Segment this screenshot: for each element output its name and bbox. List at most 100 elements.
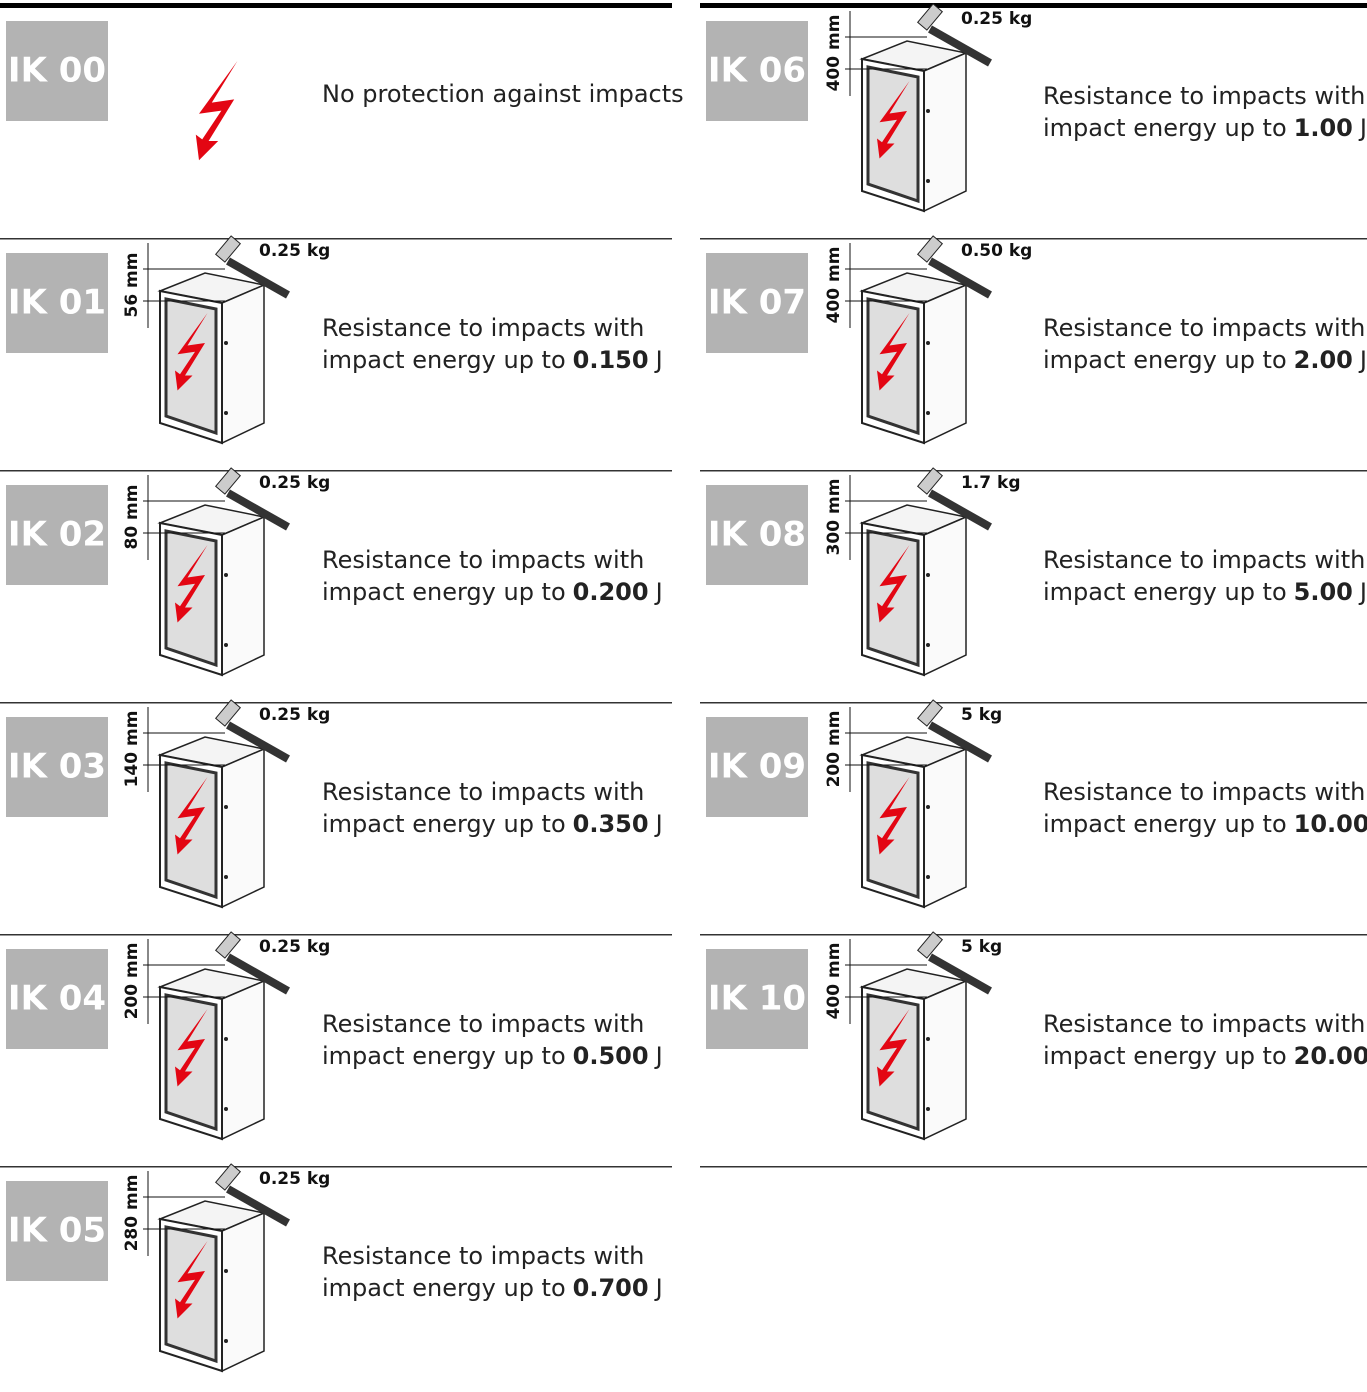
hazard-bolt: [175, 1009, 208, 1087]
hammer-handle: [928, 953, 992, 995]
hammer-handle: [928, 489, 992, 531]
description-part: J: [1358, 578, 1367, 606]
code-box: [6, 485, 108, 585]
hazard-bolt: [175, 313, 208, 391]
description-part: J: [654, 346, 663, 374]
drop-height: 400 mm: [824, 247, 844, 324]
description-part: impact energy up to: [322, 1274, 566, 1302]
description: impact energy up to 0.700 J: [322, 1274, 663, 1302]
cabinet-glass: [866, 529, 920, 668]
description-part: impact energy up to: [1043, 810, 1287, 838]
hazard-bolt: [175, 545, 208, 623]
description-part: J: [654, 810, 663, 838]
description-part: 0.200: [573, 578, 649, 606]
description: Resistance to impacts with: [322, 1010, 644, 1038]
code-box: [6, 1181, 108, 1281]
hinge: [224, 411, 228, 415]
hammer-handle: [928, 257, 992, 299]
hinge: [224, 341, 228, 345]
drop-height: 300 mm: [824, 479, 844, 556]
description-part: 1.00: [1294, 114, 1353, 142]
description: impact energy up to 0.500 J: [322, 1042, 663, 1070]
row-rule: [0, 934, 672, 936]
hinge: [224, 1339, 228, 1343]
hazard-bolt: [877, 313, 910, 391]
code-box: [6, 949, 108, 1049]
code-box: [706, 717, 808, 817]
description-part: 5.00: [1294, 578, 1353, 606]
hammer-mass: 0.25 kg: [259, 705, 330, 725]
description-part: impact energy up to: [322, 578, 566, 606]
hammer-mass: 0.25 kg: [259, 241, 330, 261]
cabinet-glass: [164, 297, 218, 436]
hammer-mass: 5 kg: [961, 937, 1002, 957]
description: No protection against impacts: [322, 80, 684, 108]
cabinet-glass: [866, 993, 920, 1132]
hammer-handle: [226, 721, 290, 763]
top-rule: [700, 3, 1367, 8]
code-box: [6, 21, 108, 121]
description-part: J: [1358, 114, 1367, 142]
description: Resistance to impacts with: [322, 546, 644, 574]
cabinet-side: [923, 979, 967, 1141]
hammer-handle: [928, 721, 992, 763]
code: IK 03: [8, 747, 106, 787]
description-part: 0.150: [573, 346, 649, 374]
description-part: 2.00: [1294, 346, 1353, 374]
hazard-bolt: [175, 1241, 208, 1319]
hammer-head: [916, 931, 944, 959]
description: Resistance to impacts with: [1043, 1010, 1365, 1038]
description: impact energy up to 0.200 J: [322, 578, 663, 606]
hammer-mass: 0.25 kg: [259, 937, 330, 957]
code: IK 00: [8, 51, 106, 91]
description: Resistance to impacts with: [322, 778, 644, 806]
row-rule: [700, 934, 1367, 936]
description: impact energy up to 2.00 J: [1043, 346, 1367, 374]
row-rule: [0, 1166, 672, 1168]
hinge: [224, 573, 228, 577]
cabinet-side: [221, 515, 265, 677]
hammer-mass: 0.25 kg: [259, 1169, 330, 1189]
hammer-mass: 1.7 kg: [961, 473, 1021, 493]
hammer-head: [916, 467, 944, 495]
row-rule: [700, 1166, 1367, 1168]
hinge: [926, 643, 930, 647]
description-part: impact energy up to: [322, 810, 566, 838]
hammer-head: [916, 235, 944, 263]
code: IK 01: [8, 283, 106, 323]
cabinet-glass: [866, 297, 920, 436]
cabinet-side: [221, 1211, 265, 1373]
hammer-handle: [928, 25, 992, 67]
hammer-mass: 5 kg: [961, 705, 1002, 725]
cabinet-glass: [164, 993, 218, 1132]
description-part: J: [654, 1274, 663, 1302]
hinge: [224, 875, 228, 879]
description-part: impact energy up to: [1043, 1042, 1287, 1070]
hinge: [926, 1037, 930, 1041]
description-part: impact energy up to: [322, 1042, 566, 1070]
hazard-bolt: [877, 545, 910, 623]
cabinet-side: [221, 979, 265, 1141]
description: impact energy up to 0.350 J: [322, 810, 663, 838]
hammer-handle: [226, 489, 290, 531]
code: IK 08: [708, 515, 806, 555]
hinge: [224, 643, 228, 647]
hinge: [926, 573, 930, 577]
row-rule: [700, 470, 1367, 472]
hinge: [926, 805, 930, 809]
description-part: 0.350: [573, 810, 649, 838]
description-part: J: [654, 578, 663, 606]
cabinet-side: [923, 51, 967, 213]
hinge: [224, 1269, 228, 1273]
code-box: [706, 253, 808, 353]
description-part: impact energy up to: [1043, 578, 1287, 606]
cabinet-glass: [866, 65, 920, 204]
hammer-head: [214, 235, 242, 263]
row-rule: [700, 238, 1367, 240]
code: IK 04: [8, 979, 106, 1019]
row-rule: [0, 470, 672, 472]
description-part: 0.700: [573, 1274, 649, 1302]
hazard-bolt: [877, 777, 910, 855]
